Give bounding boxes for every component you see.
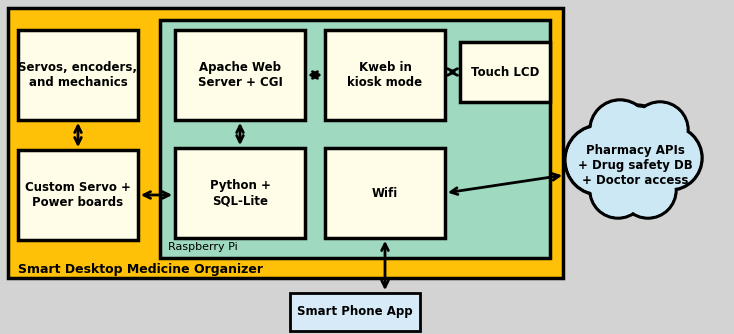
Circle shape [565, 125, 635, 195]
Circle shape [567, 127, 633, 193]
FancyBboxPatch shape [290, 293, 420, 331]
Circle shape [620, 162, 676, 218]
FancyBboxPatch shape [460, 42, 550, 102]
Text: Touch LCD: Touch LCD [470, 65, 539, 78]
Text: Smart Desktop Medicine Organizer: Smart Desktop Medicine Organizer [18, 263, 263, 276]
Circle shape [592, 102, 649, 159]
FancyBboxPatch shape [18, 30, 138, 120]
FancyBboxPatch shape [175, 148, 305, 238]
Circle shape [633, 104, 686, 157]
FancyBboxPatch shape [8, 8, 563, 278]
Circle shape [590, 162, 646, 218]
FancyBboxPatch shape [160, 20, 550, 258]
Text: Raspberry Pi: Raspberry Pi [168, 242, 238, 252]
Text: Servos, encoders,
and mechanics: Servos, encoders, and mechanics [18, 61, 137, 89]
Circle shape [638, 126, 702, 190]
Text: Wifi: Wifi [372, 186, 398, 199]
FancyBboxPatch shape [325, 30, 445, 120]
Circle shape [590, 105, 680, 195]
Circle shape [592, 163, 644, 217]
Text: Pharmacy APIs
+ Drug safety DB
+ Doctor access: Pharmacy APIs + Drug safety DB + Doctor … [578, 144, 692, 186]
Circle shape [590, 100, 650, 160]
Text: Python +
SQL-Lite: Python + SQL-Lite [210, 179, 270, 207]
Circle shape [639, 128, 700, 188]
Text: Kweb in
kiosk mode: Kweb in kiosk mode [347, 61, 423, 89]
Text: Custom Servo +
Power boards: Custom Servo + Power boards [25, 181, 131, 209]
Circle shape [622, 163, 675, 217]
FancyBboxPatch shape [325, 148, 445, 238]
FancyBboxPatch shape [175, 30, 305, 120]
FancyBboxPatch shape [18, 150, 138, 240]
Text: Smart Phone App: Smart Phone App [297, 306, 413, 319]
Circle shape [592, 107, 677, 193]
Text: Apache Web
Server + CGI: Apache Web Server + CGI [197, 61, 283, 89]
Circle shape [632, 102, 688, 158]
